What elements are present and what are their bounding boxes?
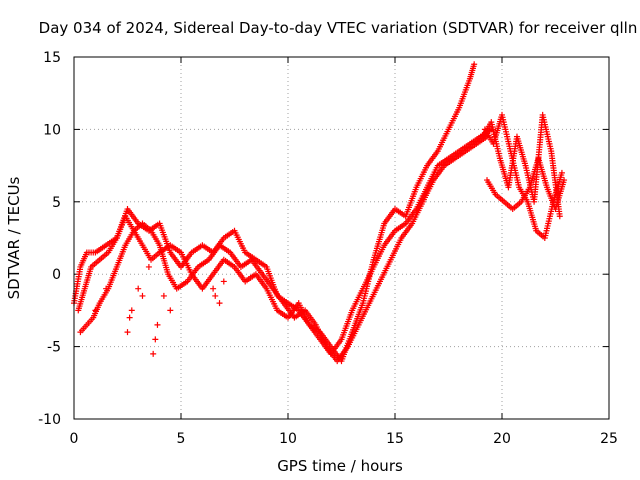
data-point bbox=[145, 263, 152, 270]
data-point bbox=[150, 350, 157, 357]
chart-title: Day 034 of 2024, Sidereal Day-to-day VTE… bbox=[39, 19, 638, 37]
y-tick-label: 15 bbox=[43, 50, 61, 66]
y-tick-label: 10 bbox=[43, 122, 61, 138]
x-tick-label: 10 bbox=[279, 431, 297, 447]
data-point bbox=[152, 336, 159, 343]
data-point bbox=[124, 329, 131, 336]
plot-frame bbox=[73, 56, 610, 420]
data-point bbox=[471, 61, 478, 68]
x-tick-label: 25 bbox=[600, 431, 618, 447]
y-axis-label: SDTVAR / TECUs bbox=[5, 176, 23, 299]
data-point bbox=[167, 307, 174, 314]
y-tick-label: 0 bbox=[52, 267, 61, 283]
data-point bbox=[160, 292, 167, 299]
data-point bbox=[212, 292, 219, 299]
data-point bbox=[216, 300, 223, 307]
series-track-f bbox=[479, 111, 563, 220]
data-point bbox=[154, 321, 161, 328]
x-tick-label: 15 bbox=[386, 431, 404, 447]
data-point bbox=[92, 307, 99, 314]
data-points bbox=[71, 61, 568, 365]
data-point bbox=[556, 213, 563, 220]
data-point bbox=[139, 292, 146, 299]
data-point bbox=[558, 169, 565, 176]
x-axis-label: GPS time / hours bbox=[277, 457, 403, 475]
series-track-c bbox=[77, 133, 491, 365]
data-point bbox=[103, 285, 110, 292]
data-point bbox=[210, 285, 217, 292]
x-tick-label: 5 bbox=[177, 431, 186, 447]
x-tick-label: 0 bbox=[70, 431, 79, 447]
y-tick-label: 5 bbox=[52, 195, 61, 211]
series-outliers bbox=[92, 263, 227, 357]
data-point bbox=[561, 177, 568, 184]
data-point bbox=[135, 285, 142, 292]
y-tick-label: -10 bbox=[38, 412, 61, 428]
data-point bbox=[126, 314, 133, 321]
data-point bbox=[220, 278, 227, 285]
y-tick-label: -5 bbox=[47, 340, 61, 356]
x-tick-label: 20 bbox=[493, 431, 511, 447]
data-point bbox=[128, 307, 135, 314]
tick-labels: 0 5 10 15 20 25 -10 -5 0 5 10 15 bbox=[38, 50, 618, 447]
